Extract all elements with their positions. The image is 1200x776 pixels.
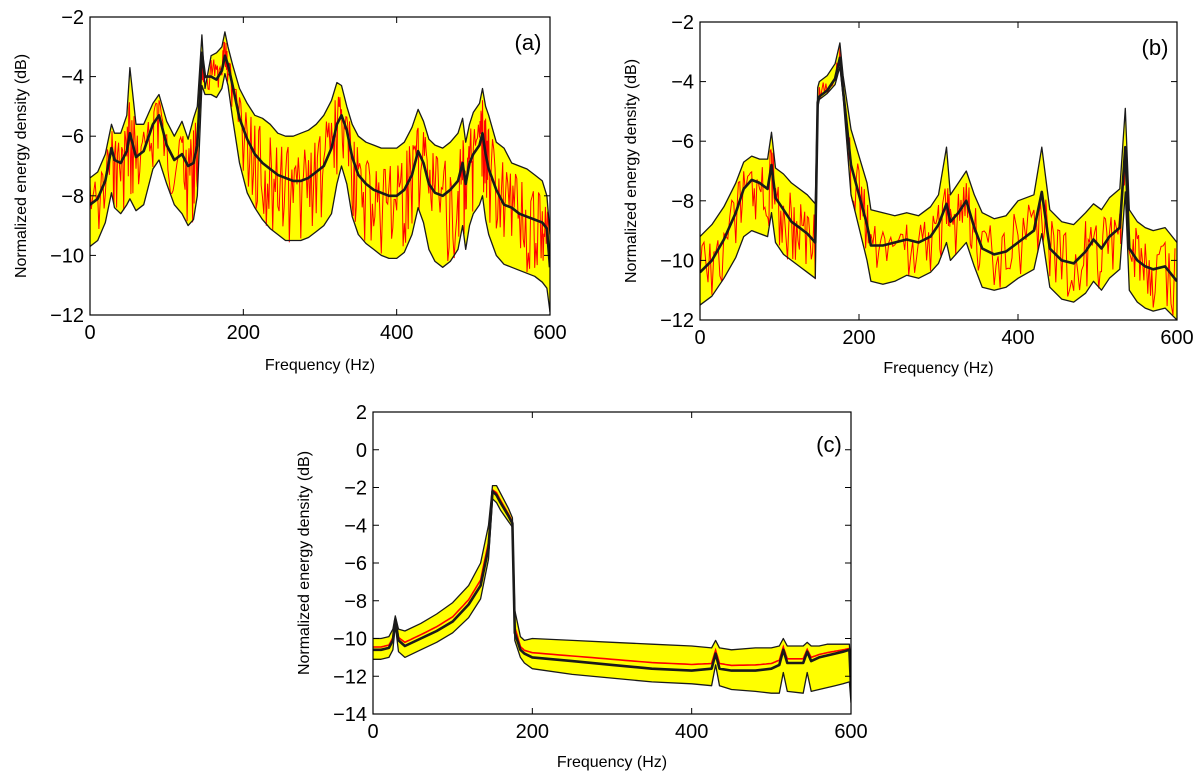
mean-line <box>90 51 550 268</box>
panel-label: (c) <box>816 432 842 457</box>
y-tick-label: −6 <box>61 126 84 148</box>
y-tick-label: −10 <box>660 250 694 272</box>
uncertainty-band <box>700 42 1177 320</box>
upper-line <box>373 484 851 669</box>
uncertainty-band <box>373 485 851 703</box>
y-tick-label: −4 <box>344 515 367 537</box>
x-axis-label: Frequency (Hz) <box>265 357 375 374</box>
chart-panel-1: 0 200 400 600 −12 −10 −8 −6 −4 −2 (a) Frequency (Hz… <box>13 7 567 374</box>
x-axis-label: Frequency (Hz) <box>883 360 993 377</box>
y-tick-label: −14 <box>333 704 367 726</box>
x-tick-label: 200 <box>227 322 260 344</box>
y-tick-label: −12 <box>660 310 694 332</box>
y-tick-label: −10 <box>50 245 84 267</box>
plot-area <box>700 42 1177 320</box>
lower-line <box>700 66 1177 320</box>
y-axis-label: Normalized energy density (dB) <box>623 59 640 283</box>
plot-area <box>90 31 550 313</box>
x-axis-label: Frequency (Hz) <box>557 754 667 771</box>
x-tick-label: 400 <box>675 721 708 743</box>
x-tick-label: 200 <box>516 721 549 743</box>
mean-line <box>700 56 1177 283</box>
x-tick-label: 0 <box>84 322 95 344</box>
y-tick-label: −2 <box>61 7 84 29</box>
y-tick-label: −4 <box>61 67 84 89</box>
lower-line <box>373 498 851 703</box>
x-tick-label: 400 <box>1001 327 1034 349</box>
lower-line <box>90 72 550 313</box>
plot-area <box>373 484 851 703</box>
x-tick-label: 0 <box>694 327 705 349</box>
x-tick-label: 400 <box>380 322 413 344</box>
upper-line <box>700 42 1177 243</box>
y-tick-label: −4 <box>671 72 694 94</box>
y-tick-label: −6 <box>671 131 694 153</box>
x-tick-label: 0 <box>367 721 378 743</box>
y-tick-label: 0 <box>356 440 367 462</box>
y-tick-label: −10 <box>333 629 367 651</box>
y-tick-label: −12 <box>333 666 367 688</box>
axes-box <box>89 16 551 316</box>
x-tick-label: 600 <box>1160 327 1193 349</box>
panel-label: (a) <box>515 30 542 55</box>
x-tick-label: 600 <box>533 322 566 344</box>
y-tick-label: −2 <box>671 12 694 34</box>
y-tick-label: −8 <box>61 186 84 208</box>
upper-line <box>90 31 550 235</box>
y-tick-label: −2 <box>344 478 367 500</box>
y-tick-label: −12 <box>50 305 84 327</box>
axes-box <box>699 21 1178 321</box>
sample-trace <box>700 47 1176 316</box>
y-tick-label: −8 <box>344 591 367 613</box>
y-axis-label: Normalized energy density (dB) <box>13 54 30 278</box>
y-axis-label: Normalized energy density (dB) <box>296 451 313 675</box>
y-tick-label: 2 <box>356 402 367 424</box>
mean-line <box>373 490 851 688</box>
chart-panel-3: 0 200 400 600 −14 −12 −10 −8 −6 −4 −2 0 2 (c) Frequenc… <box>296 402 868 771</box>
x-tick-label: 600 <box>834 721 867 743</box>
y-tick-label: −8 <box>671 191 694 213</box>
x-tick-label: 200 <box>842 327 875 349</box>
uncertainty-band <box>90 31 550 313</box>
panel-label: (b) <box>1142 35 1169 60</box>
y-tick-label: −6 <box>344 553 367 575</box>
chart-panel-2: 0 200 400 600 −12 −10 −8 −6 −4 −2 (b) Frequency (Hz… <box>623 12 1194 377</box>
